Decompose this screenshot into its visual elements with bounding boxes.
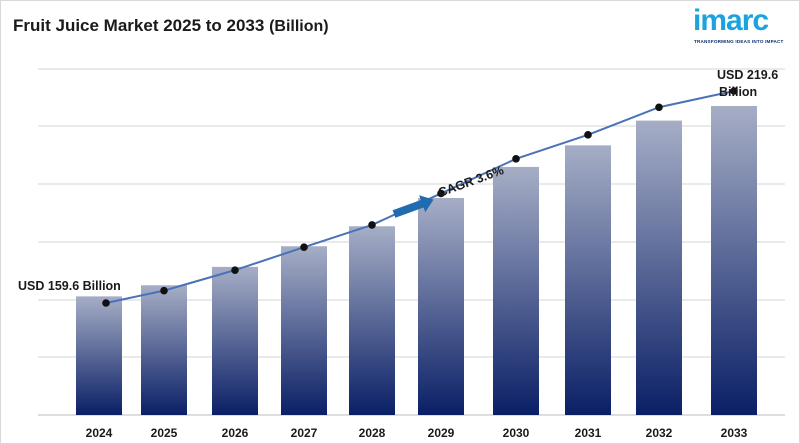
trend-point-2030: [512, 155, 520, 163]
logo-wordmark: imarc: [693, 4, 769, 37]
trend-point-2024: [102, 299, 110, 307]
logo-tagline: TRANSFORMING IDEAS INTO IMPACT: [694, 39, 784, 44]
trend-point-2029: [437, 189, 445, 198]
x-tick-label: 2026: [222, 426, 249, 440]
imarc-logo: imarc TRANSFORMING IDEAS INTO IMPACT: [693, 4, 789, 48]
bar-2027: [281, 246, 327, 415]
bar-2031: [565, 145, 611, 415]
start-value-label: USD 159.6 Billion: [18, 279, 121, 293]
trend-point-2026: [231, 266, 239, 274]
trend-point-2032: [655, 103, 663, 112]
end-value-label-line2: Billion: [719, 85, 757, 99]
x-tick-label: 2028: [359, 426, 386, 440]
bar-2030: [493, 166, 539, 415]
x-tick-label: 2027: [291, 426, 318, 440]
x-tick-label: 2024: [86, 426, 113, 440]
chart-title: Fruit Juice Market 2025 to 2033 (Billion…: [13, 16, 329, 36]
x-tick-label: 2029: [428, 426, 455, 440]
chart-title-unit: (Billion): [269, 18, 329, 35]
bar-2024: [76, 296, 122, 415]
x-axis-ticks: 2024 2025 2026 2027 2028 2029 2030 2031 2032 2033: [86, 426, 748, 440]
bar-2032: [636, 120, 682, 415]
trend-point-2028: [368, 221, 376, 229]
x-tick-label: 2032: [646, 426, 673, 440]
x-tick-label: 2025: [151, 426, 178, 440]
bar-2026: [212, 266, 258, 415]
trend-point-2033: [730, 87, 738, 95]
bar-2029: [418, 198, 464, 415]
x-tick-label: 2031: [575, 426, 602, 440]
trend-point-2027: [300, 243, 308, 251]
x-tick-label: 2033: [721, 426, 748, 440]
x-tick-label: 2030: [503, 426, 530, 440]
trend-point-2031: [584, 131, 592, 139]
bars: [76, 106, 757, 415]
end-value-label-line1: USD 219.6: [717, 68, 778, 82]
cagr-arrow-icon: [392, 195, 434, 218]
trend-point-2025: [160, 286, 168, 295]
bar-2033: [711, 106, 757, 415]
chart-title-main: Fruit Juice Market 2025 to 2033: [13, 16, 265, 35]
bar-2028: [349, 226, 395, 415]
bar-2025: [141, 285, 187, 415]
